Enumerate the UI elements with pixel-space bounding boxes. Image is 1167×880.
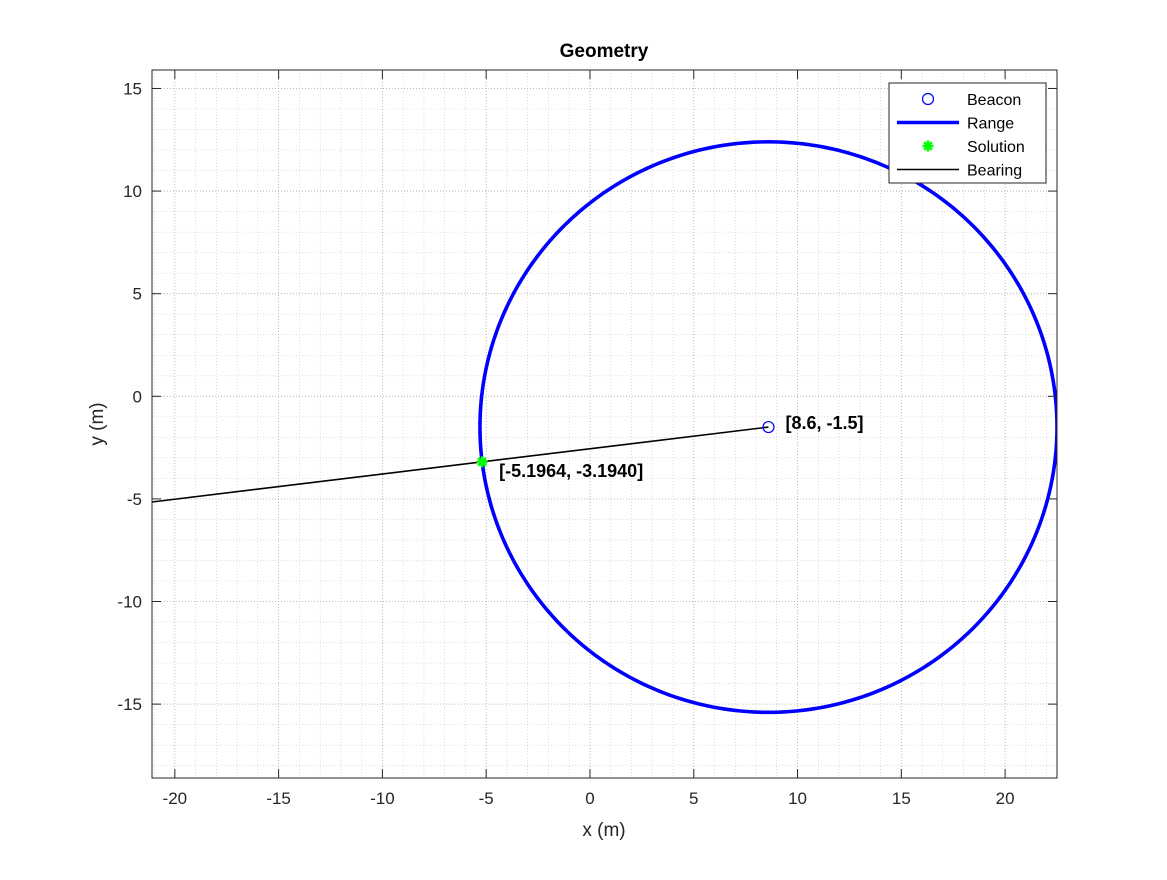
legend-box: [888, 82, 1047, 184]
chart-title: Geometry: [560, 41, 649, 62]
minor-grid: [152, 70, 1057, 778]
legend-bearing-label: Bearing: [967, 163, 1022, 180]
series-range-curve: [478, 140, 1057, 715]
series-beacon-point: [762, 420, 775, 434]
y-tick-label: 0: [133, 387, 142, 406]
legend-beacon-label: Beacon: [967, 92, 1021, 109]
plot-series: [151, 140, 1057, 715]
x-tick-label: -15: [266, 789, 291, 808]
annotations: [8.6, -1.5] [-5.1964, -3.1940]: [499, 413, 863, 481]
x-tick-label: 20: [996, 789, 1015, 808]
tick-labels: -20 -15 -10 -5 0 5 10 15 20 -15 -10 -5 0 5 10 15: [117, 79, 1014, 808]
x-tick-label: -20: [163, 789, 188, 808]
ticks: [152, 70, 1057, 778]
annotation-label: [8.6, -1.5]: [785, 413, 863, 433]
x-tick-label: 0: [585, 789, 594, 808]
y-tick-label: -15: [117, 695, 142, 714]
y-tick-label: -10: [117, 593, 142, 612]
x-tick-label: -10: [370, 789, 395, 808]
major-grid: [152, 70, 1057, 778]
x-tick-label: 5: [689, 789, 698, 808]
x-tick-label: -5: [479, 789, 494, 808]
legend-solution-swatch-stroke: [923, 141, 933, 151]
legend-solution-swatch: [922, 140, 934, 152]
x-tick-label: 15: [892, 789, 911, 808]
series-solution-point: [476, 456, 488, 468]
axes-box: [151, 69, 1058, 779]
y-tick-label: 15: [123, 79, 142, 98]
legend-beacon-swatch: [921, 92, 935, 106]
legend-solution-label: Solution: [967, 139, 1025, 156]
y-tick-label: 5: [133, 285, 142, 304]
x-axis-label: x (m): [582, 820, 625, 841]
annotation-label: [-5.1964, -3.1940]: [499, 461, 643, 481]
x-tick-label: 10: [788, 789, 807, 808]
legend[interactable]: Beacon Range Solution Bearing: [888, 82, 1047, 184]
legend-range-label: Range: [967, 116, 1014, 133]
y-tick-label: -5: [127, 490, 142, 509]
series-solution-point-stroke: [477, 457, 487, 467]
y-tick-label: 10: [123, 182, 142, 201]
series-bearing-line: [151, 426, 769, 503]
y-axis-label: y (m): [87, 402, 108, 445]
